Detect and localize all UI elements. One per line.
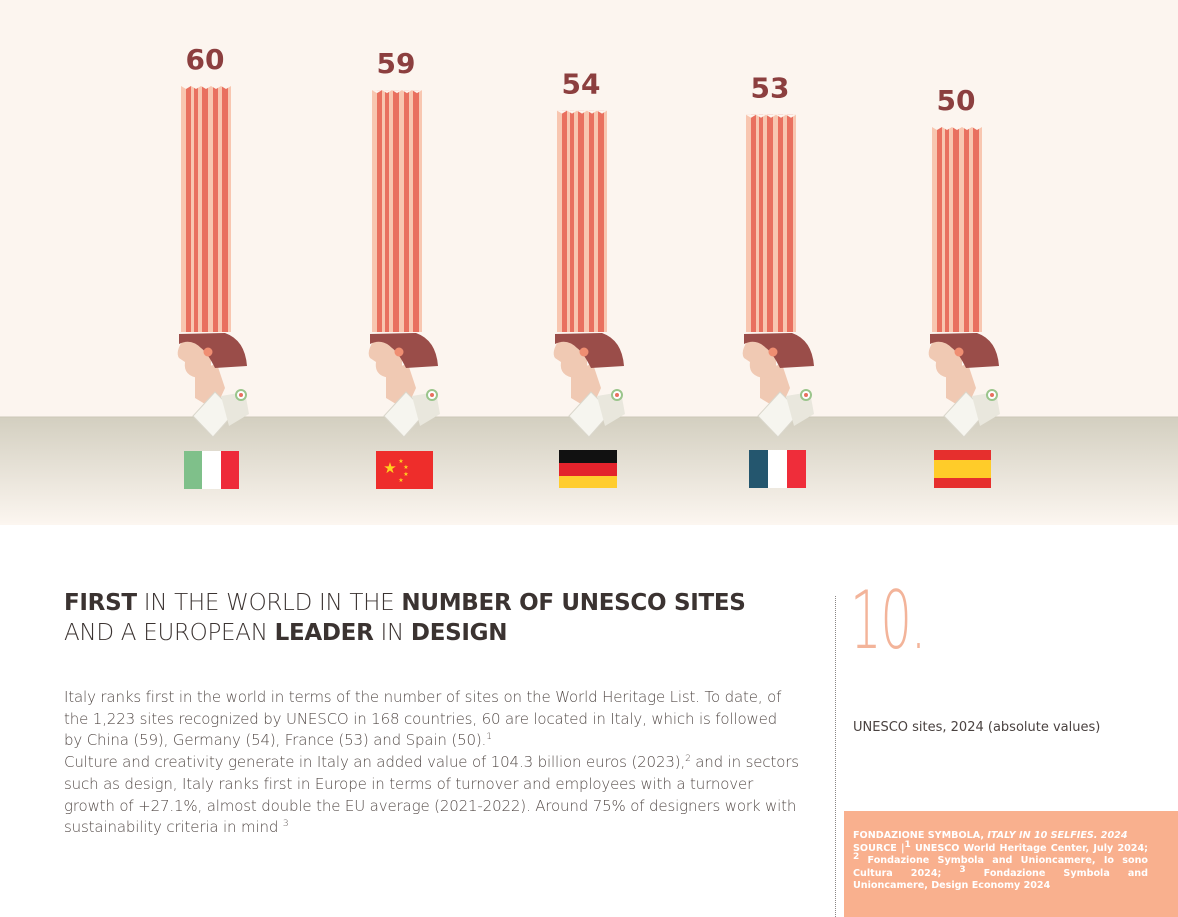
body-paragraph-1: Italy ranks first in the world in terms … xyxy=(64,687,799,752)
headline-text: AND A EUROPEAN xyxy=(64,620,275,646)
head-spain-icon xyxy=(928,333,1000,438)
svg-text:★: ★ xyxy=(398,477,403,484)
paragraph-text: Italy ranks first in the world in terms … xyxy=(64,688,782,750)
headline-text: IN xyxy=(373,620,411,646)
figure-germany: 54 xyxy=(553,68,625,438)
figure-italy: 60 xyxy=(177,43,249,438)
bar-value-label: 60 xyxy=(186,43,225,76)
source-box: FONDAZIONE SYMBOLA, ITALY IN 10 SELFIES.… xyxy=(844,811,1178,917)
bar-italy xyxy=(181,86,231,332)
source-publisher: FONDAZIONE SYMBOLA, xyxy=(853,830,988,841)
head-france-icon xyxy=(742,333,814,438)
headline-bold: DESIGN xyxy=(410,620,508,646)
headline: FIRST IN THE WORLD IN THE NUMBER OF UNES… xyxy=(64,588,824,648)
paragraph-text: Culture and creativity generate in Italy… xyxy=(64,753,686,772)
svg-text:★: ★ xyxy=(383,459,396,477)
head-italy-icon xyxy=(177,333,249,438)
source-text: Fondazione Symbola and Unioncamere, Desi… xyxy=(853,867,1148,892)
section-number: 10. xyxy=(850,574,926,667)
source-title: ITALY IN 10 SELFIES. 2024 xyxy=(987,830,1128,841)
footnote-ref: 3 xyxy=(959,864,966,875)
headline-bold: NUMBER OF UNESCO SITES xyxy=(401,590,746,616)
chart-figures: 60 59 54 53 50 xyxy=(177,43,1000,438)
footnote-ref: 1 xyxy=(486,732,492,743)
svg-text:★: ★ xyxy=(403,471,408,478)
bar-value-label: 53 xyxy=(751,72,790,105)
figure-spain: 50 xyxy=(928,84,1000,438)
headline-bold: LEADER xyxy=(274,620,374,646)
figure-france: 53 xyxy=(742,72,814,438)
headline-bold: FIRST xyxy=(64,590,137,616)
footnote-ref: 1 xyxy=(904,839,911,850)
footnote-ref: 3 xyxy=(282,819,289,830)
head-germany-icon xyxy=(553,333,625,438)
spain-flag-icon xyxy=(934,450,991,488)
china-flag-icon: ★ ★ ★ ★ ★ xyxy=(376,451,433,489)
headline-line-1: FIRST IN THE WORLD IN THE NUMBER OF UNES… xyxy=(64,588,824,618)
svg-text:★: ★ xyxy=(403,464,408,471)
bar-value-label: 50 xyxy=(937,84,976,117)
france-flag-icon xyxy=(749,450,806,488)
chart-caption: UNESCO sites, 2024 (absolute values) xyxy=(853,720,1101,735)
svg-text:★: ★ xyxy=(398,458,403,465)
italy-flag-icon xyxy=(184,451,239,489)
headline-line-2: AND A EUROPEAN LEADER IN DESIGN xyxy=(64,618,824,648)
dotted-divider xyxy=(835,596,836,917)
bar-france xyxy=(746,114,796,332)
body-text: Italy ranks first in the world in terms … xyxy=(64,687,799,839)
body-paragraph-2: Culture and creativity generate in Italy… xyxy=(64,752,799,839)
bar-value-label: 59 xyxy=(377,47,416,80)
bar-value-label: 54 xyxy=(562,68,601,101)
unesco-sites-chart: ★ ★ ★ ★ ★ 60 59 54 53 50 xyxy=(0,0,1178,525)
bar-spain xyxy=(932,127,982,332)
footnote-ref: 2 xyxy=(685,754,691,765)
figure-china: 59 xyxy=(368,47,440,438)
head-china-icon xyxy=(368,333,440,438)
paragraph-text: and in sectors such as design, Italy ran… xyxy=(64,753,799,837)
headline-text: IN THE WORLD IN THE xyxy=(136,590,402,616)
bar-germany xyxy=(557,110,607,332)
footnote-ref: 2 xyxy=(853,852,860,862)
source-text: Fondazione Symbola and Unioncamere, Io s… xyxy=(853,855,1148,879)
source-label: SOURCE | xyxy=(853,842,905,854)
germany-flag-icon xyxy=(559,450,617,488)
bar-china xyxy=(372,90,422,332)
source-text: UNESCO World Heritage Center, July 2024; xyxy=(910,842,1148,854)
